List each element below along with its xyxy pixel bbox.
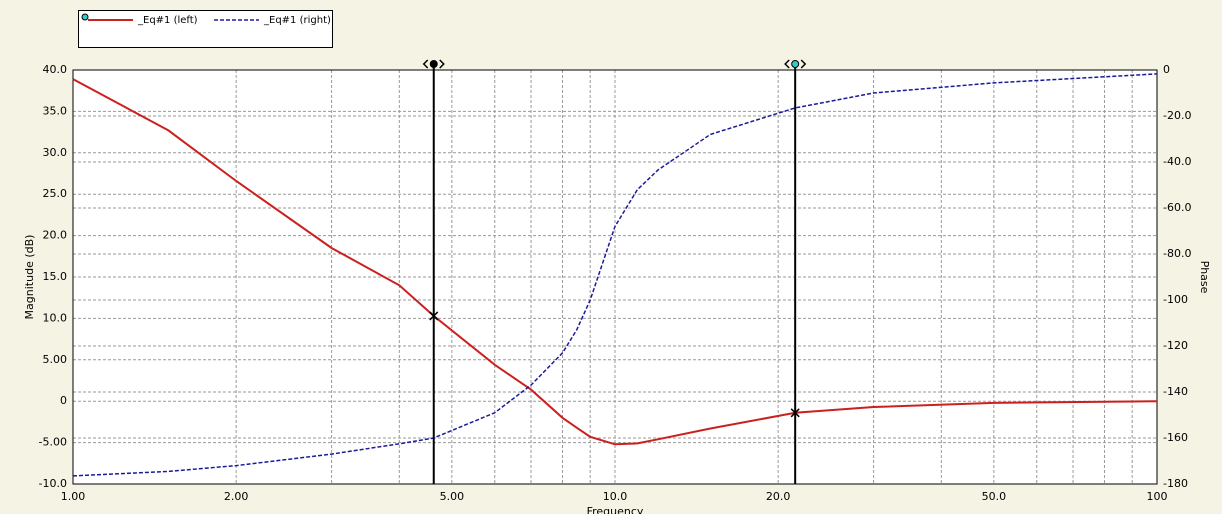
y2-tick-label: -100 [1163,293,1188,306]
x-tick-label: 1.00 [61,490,86,503]
cursor-dot [429,60,438,68]
cursor-handle [784,59,807,69]
y2-tick-label: -160 [1163,431,1188,444]
cursor-cross [790,408,800,418]
x-tick-label: 20.0 [766,490,791,503]
x-tick-label: 2.00 [224,490,249,503]
legend-marker [81,13,89,21]
legend-label: _Eq#1 (right) [263,15,331,26]
y2-tick-label: -40.0 [1163,155,1191,168]
y2-axis-label: Phase [1198,261,1211,294]
y-tick-label: 30.0 [43,146,68,159]
legend-label: _Eq#1 (left) [137,15,198,26]
cursor-dot [791,60,800,68]
x-tick-label: 5.00 [440,490,465,503]
y2-tick-label: -80.0 [1163,247,1191,260]
y-tick-label: 20.0 [43,229,68,242]
y-tick-label: 15.0 [43,270,68,283]
y-tick-label: 40.0 [43,63,68,76]
y-tick-label: 0 [60,394,67,407]
y-tick-label: 35.0 [43,104,68,117]
x-tick-label: 100 [1147,490,1168,503]
series-line [72,73,1158,477]
x-tick-label: 10.0 [603,490,628,503]
y-tick-label: 5.00 [43,353,68,366]
x-tick-label: 50.0 [982,490,1007,503]
y2-tick-label: 0 [1163,63,1170,76]
x-axis-label: Frequency [587,505,644,514]
legend-box [78,10,333,48]
y-tick-label: 10.0 [43,311,68,324]
y-tick-label: -10.0 [39,477,67,490]
cursor-cross [429,311,439,321]
y2-tick-label: -20.0 [1163,109,1191,122]
y2-tick-label: -140 [1163,385,1188,398]
cursor-handle [422,59,445,69]
y2-tick-label: -120 [1163,339,1188,352]
y-tick-label: 25.0 [43,187,68,200]
y-axis-label: Magnitude (dB) [23,235,36,320]
y2-tick-label: -180 [1163,477,1188,490]
y-tick-label: -5.00 [39,436,67,449]
y2-tick-label: -60.0 [1163,201,1191,214]
plot-border [72,69,1158,485]
